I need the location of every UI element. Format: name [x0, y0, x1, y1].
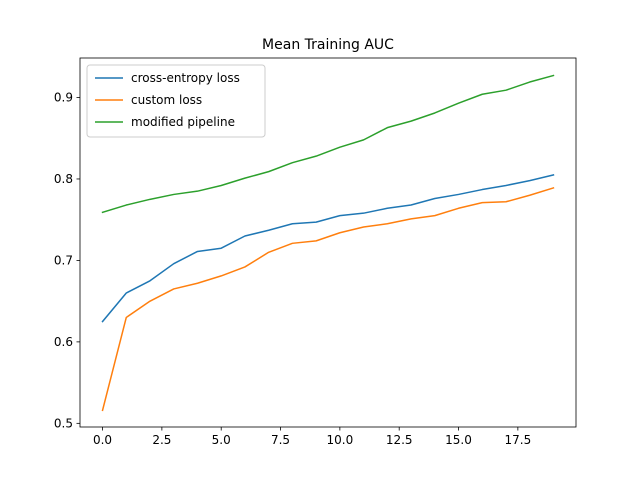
- x-tick-label: 0.0: [93, 433, 112, 447]
- x-tick-label: 17.5: [504, 433, 531, 447]
- legend-box: [86, 64, 266, 138]
- y-tick-label: 0.7: [54, 253, 73, 267]
- legend-label: custom loss: [131, 93, 202, 107]
- legend: cross-entropy loss custom loss modified pi…: [86, 64, 266, 138]
- chart-title: Mean Training AUC: [262, 37, 394, 53]
- x-tick-label: 15.0: [445, 433, 472, 447]
- y-tick-label: 0.8: [54, 172, 73, 186]
- x-tick-label: 7.5: [271, 433, 290, 447]
- y-tick-label: 0.9: [54, 91, 73, 105]
- plot-frame: [79, 57, 577, 428]
- series-line-3: [101, 74, 555, 214]
- x-tick-label: 12.5: [386, 433, 413, 447]
- x-tick-label: 2.5: [152, 433, 171, 447]
- y-tick-label: 0.6: [54, 335, 73, 349]
- x-tick-label: 10.0: [327, 433, 354, 447]
- legend-label: modified pipeline: [131, 115, 235, 129]
- series-line-1: [101, 173, 555, 323]
- y-tick-label: 0.5: [54, 416, 73, 430]
- axes-layer: 0.0 2.5 5.0 7.5 10.0 12.5 15.0 17.5 0.5 0.6 0.7 0.8…: [54, 57, 577, 447]
- series-line-2: [101, 186, 555, 412]
- legend-label: cross-entropy loss: [131, 71, 240, 85]
- series-layer: [101, 74, 555, 412]
- x-tick-label: 5.0: [212, 433, 231, 447]
